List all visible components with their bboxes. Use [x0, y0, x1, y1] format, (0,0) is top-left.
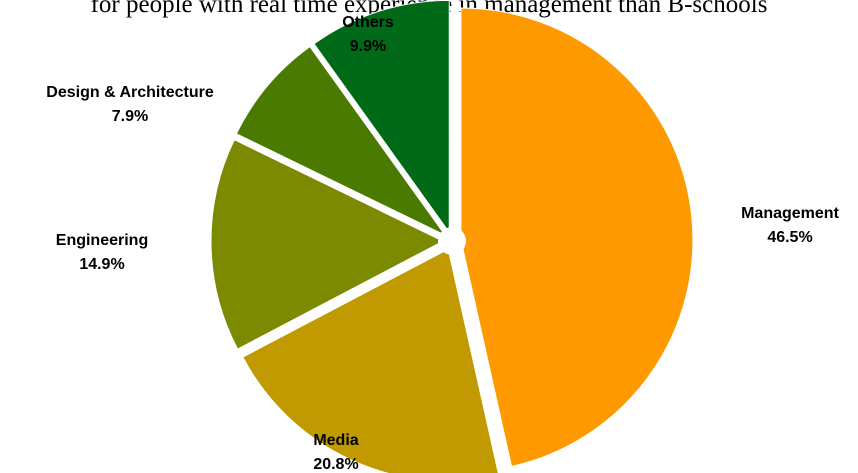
pie-center-hub: [438, 227, 466, 255]
slice-label-media: Media: [313, 432, 358, 449]
slice-value-others: 9.9%: [350, 38, 386, 55]
slice-label-engineering: Engineering: [56, 232, 148, 249]
pie-slice-design-architecture: [235, 45, 446, 236]
slice-label-management: Management: [741, 205, 839, 222]
slice-label-others: Others: [342, 14, 394, 31]
pie-slice-management: [460, 7, 694, 468]
slice-value-media: 20.8%: [313, 456, 358, 473]
pie-slice-others: [313, 0, 450, 234]
slice-value-design-architecture: 7.9%: [112, 108, 148, 125]
pie-slice-media: [242, 248, 499, 473]
slice-label-design-architecture: Design & Architecture: [46, 84, 214, 101]
pie-slice-engineering: [210, 139, 445, 350]
slice-value-management: 46.5%: [767, 229, 812, 246]
slice-value-engineering: 14.9%: [79, 256, 124, 273]
